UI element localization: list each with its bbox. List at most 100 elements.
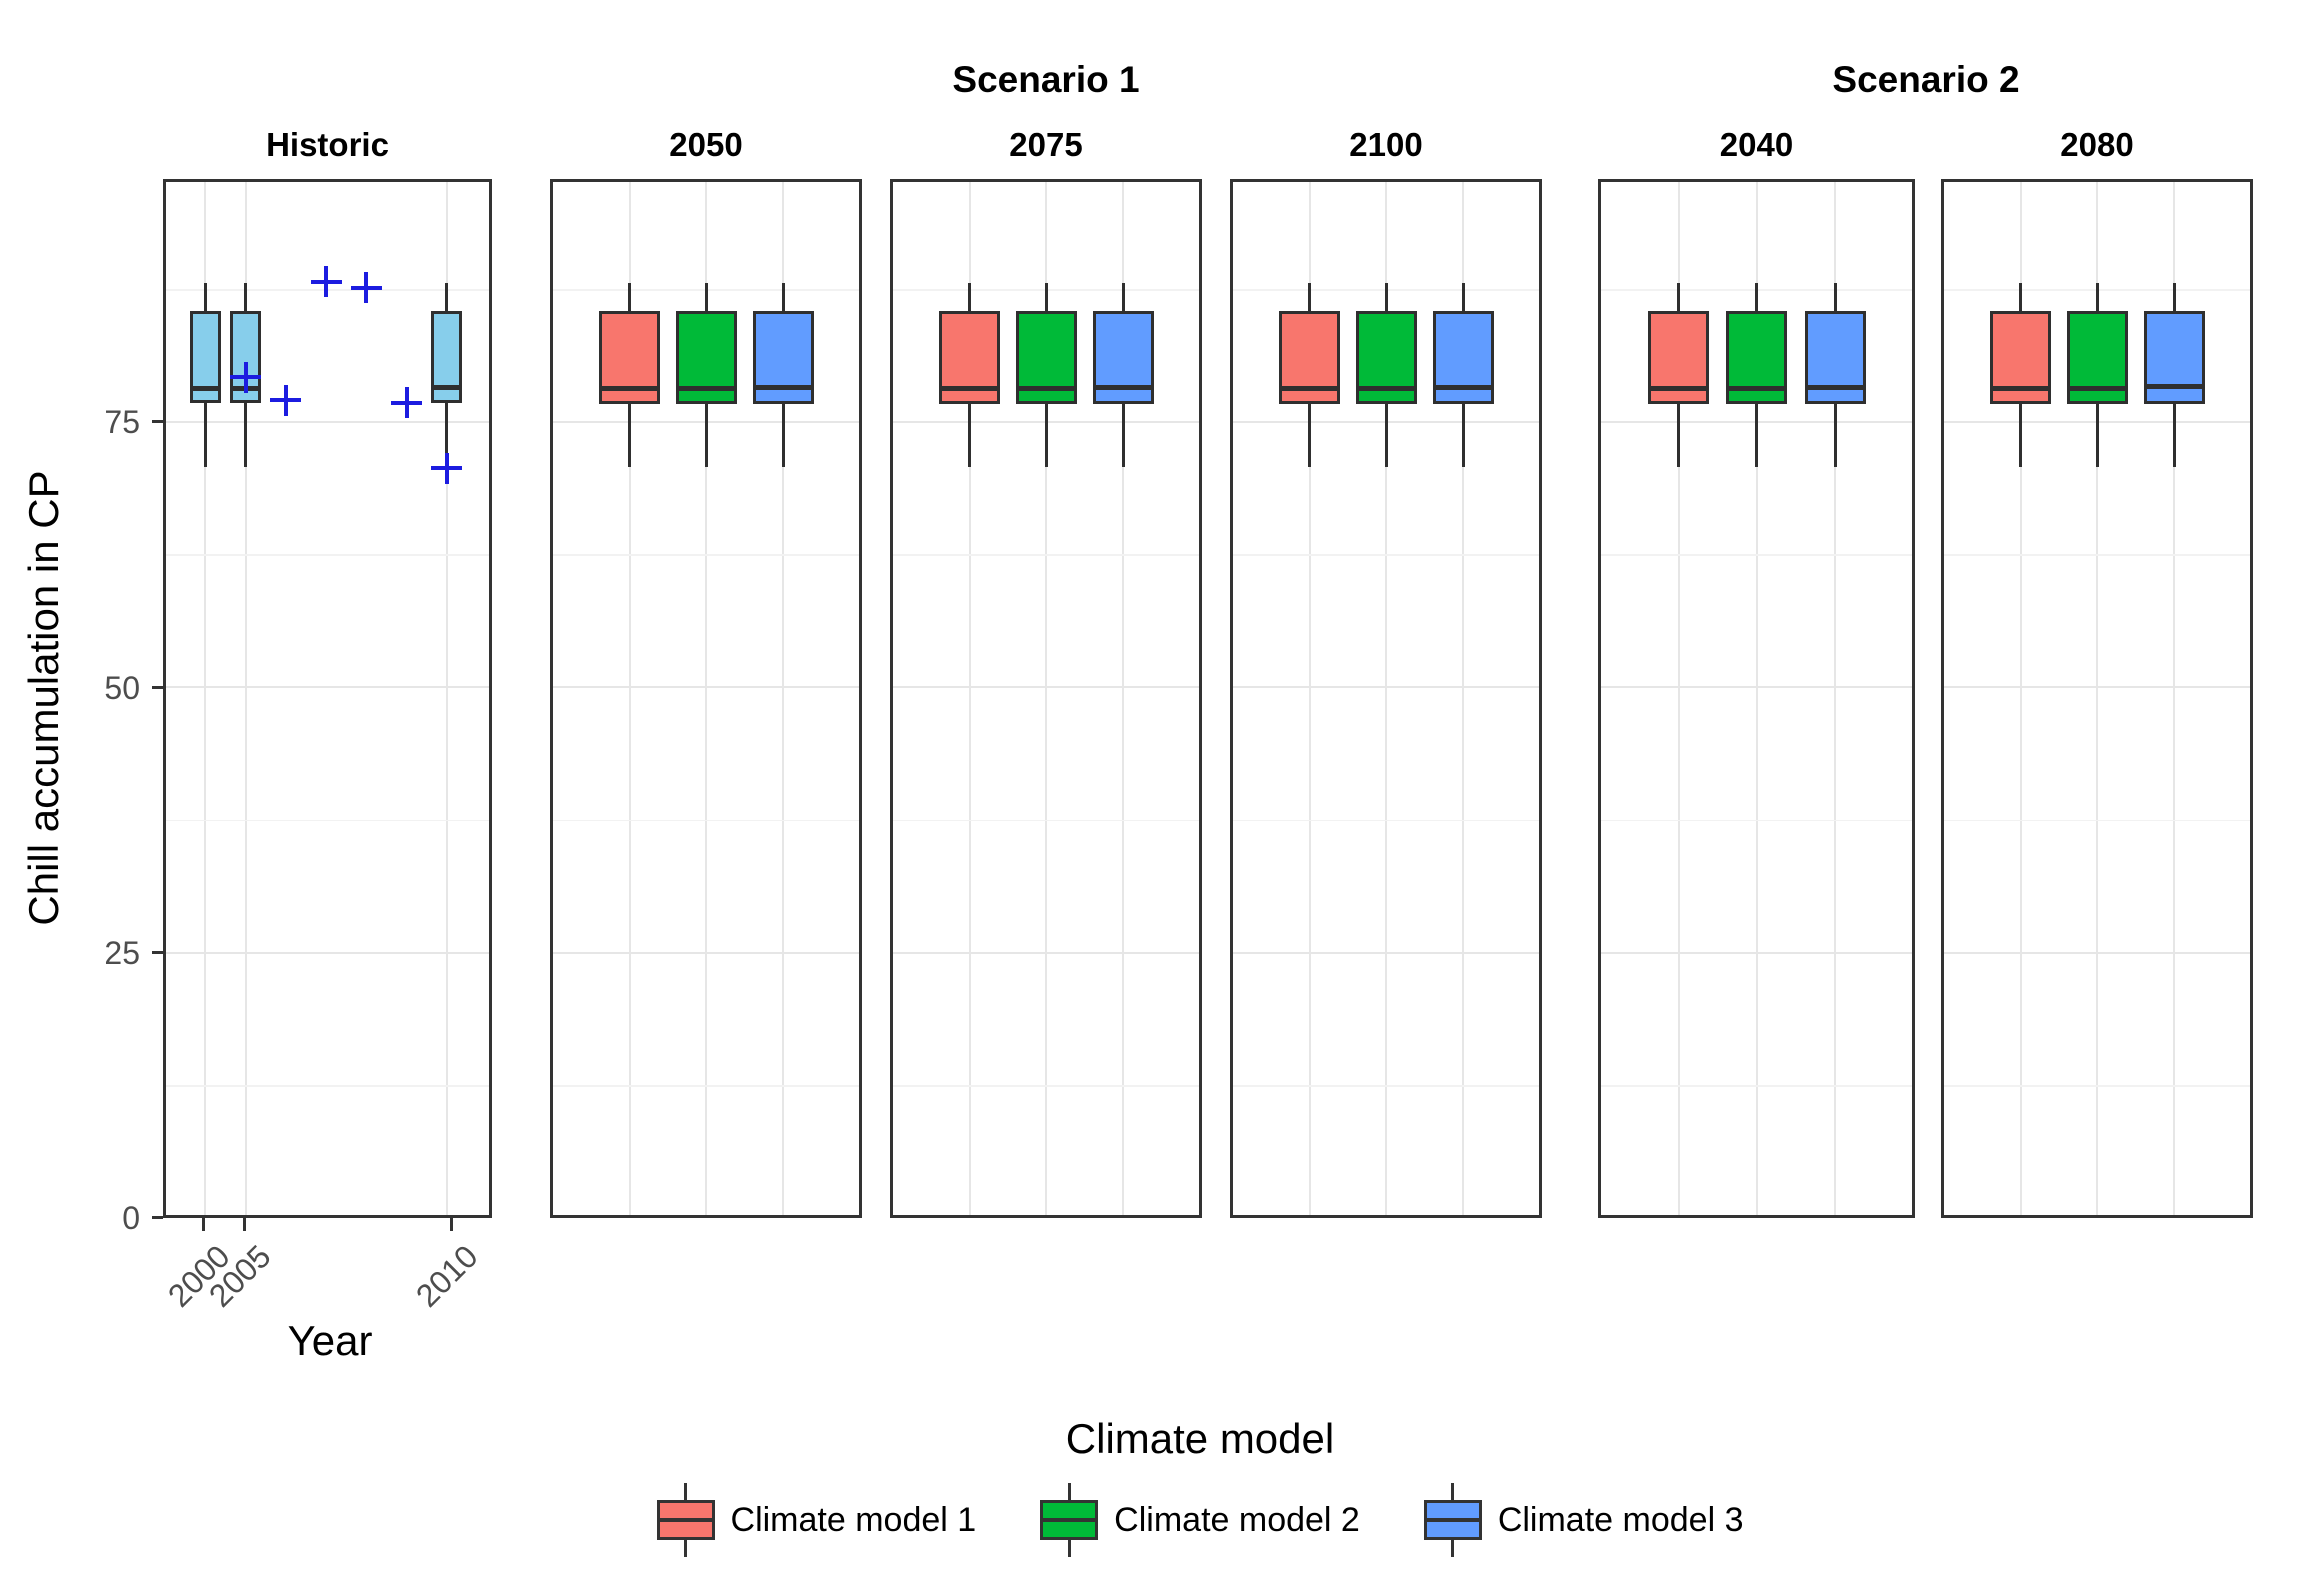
gridline xyxy=(553,1085,859,1087)
facet-panel-2040 xyxy=(1598,179,1915,1218)
gridline xyxy=(1944,951,2250,954)
gridline xyxy=(2096,182,2099,1215)
gridline xyxy=(1045,182,1048,1215)
gridline xyxy=(1944,554,2250,556)
gridline xyxy=(166,420,489,423)
median-line xyxy=(1990,386,2051,392)
gridline xyxy=(893,686,1199,689)
gridline xyxy=(1233,1085,1539,1087)
y-tick-mark xyxy=(152,686,163,689)
gridline xyxy=(893,951,1199,954)
gridline xyxy=(1233,686,1539,689)
median-line xyxy=(1726,386,1788,392)
gridline xyxy=(1233,951,1539,954)
legend-entry-model2: Climate model 2 xyxy=(1040,1483,1360,1557)
legend-label: Climate model 2 xyxy=(1114,1500,1360,1539)
gridline xyxy=(1122,182,1125,1215)
x-tick-mark xyxy=(450,1218,453,1231)
facet-panel-historic xyxy=(163,179,492,1218)
x-axis-title: Year xyxy=(287,1317,373,1364)
median-line xyxy=(189,386,221,392)
gridline xyxy=(166,819,489,822)
gridline xyxy=(553,951,859,954)
legend-label: Climate model 3 xyxy=(1497,1500,1744,1539)
gridline xyxy=(166,1085,489,1087)
boxplot-key-icon xyxy=(1423,1483,1482,1557)
median-line xyxy=(1648,386,1710,392)
x-tick-mark xyxy=(243,1218,246,1231)
median-line xyxy=(599,386,660,392)
facet-panel-2075 xyxy=(890,179,1202,1218)
gridline xyxy=(782,182,785,1215)
observed-point-2008 xyxy=(364,272,369,304)
gridline xyxy=(1944,819,2250,822)
facet-strip-label-2050: 2050 xyxy=(669,126,743,163)
gridline xyxy=(166,951,489,954)
facet-strip-label-historic: Historic xyxy=(266,126,389,163)
median-line xyxy=(1092,385,1154,391)
gridline xyxy=(1233,554,1539,556)
observed-point-2007 xyxy=(324,266,328,298)
facet-panel-2080 xyxy=(1941,179,2253,1218)
median-line xyxy=(1432,385,1494,391)
y-tick-mark xyxy=(152,1216,163,1219)
gridline xyxy=(1755,182,1758,1215)
observed-point-2005 xyxy=(243,361,248,393)
y-tick-mark xyxy=(152,420,163,423)
gridline xyxy=(1601,686,1912,689)
median-line xyxy=(1279,386,1340,392)
x-tick-label-2010: 2010 xyxy=(408,1238,485,1314)
gridline xyxy=(1677,182,1680,1215)
legend-row: Climate model 1 Climate model 2 Climate … xyxy=(97,1483,2303,1557)
median-line xyxy=(1804,385,1866,391)
median-line xyxy=(1355,386,1417,392)
gridline xyxy=(1601,819,1912,822)
legend-title: Climate model xyxy=(1065,1415,1335,1462)
gridline xyxy=(628,182,631,1215)
gridline xyxy=(553,686,859,689)
facet-strip-label-2040: 2040 xyxy=(1719,126,1794,163)
facet-strip-label-2080: 2080 xyxy=(2060,126,2134,163)
y-tick-mark xyxy=(152,951,163,954)
gridline xyxy=(1462,182,1465,1215)
gridline xyxy=(1601,1085,1912,1087)
facet-panel-2050 xyxy=(550,179,862,1218)
scenario-2-header: Scenario 2 xyxy=(1832,59,2020,100)
gridline xyxy=(1601,951,1912,954)
facet-strip-label-2100: 2100 xyxy=(1349,126,1423,163)
boxplot-2080-Climate model 3 xyxy=(2143,311,2205,404)
gridline xyxy=(2173,182,2176,1215)
median-line xyxy=(2143,384,2205,390)
observed-point-2010 xyxy=(444,452,449,484)
median-line xyxy=(939,386,1000,392)
gridline xyxy=(893,1085,1199,1087)
y-tick-label-50: 50 xyxy=(104,670,140,706)
gridline xyxy=(1834,182,1837,1215)
legend-entry-model1: Climate model 1 xyxy=(656,1483,976,1557)
gridline xyxy=(166,686,489,689)
gridline xyxy=(893,819,1199,822)
gridline xyxy=(705,182,708,1215)
gridline xyxy=(1601,554,1912,556)
gridline xyxy=(166,554,489,556)
gridline xyxy=(1944,1085,2250,1087)
median-line xyxy=(675,386,737,392)
y-tick-label-0: 0 xyxy=(122,1200,140,1236)
median-line xyxy=(431,385,463,391)
observed-point-2009 xyxy=(404,387,409,419)
gridline xyxy=(445,182,448,1215)
y-tick-label-75: 75 xyxy=(104,404,140,440)
gridline xyxy=(1233,819,1539,822)
x-tick-mark xyxy=(202,1218,205,1231)
median-line xyxy=(2066,386,2128,392)
gridline xyxy=(553,819,859,822)
gridline xyxy=(968,182,971,1215)
facet-panel-2100 xyxy=(1230,179,1542,1218)
gridline xyxy=(204,182,207,1215)
legend: Climate model Climate model 1 Climate mo… xyxy=(97,1415,2303,1557)
boxplot-key-icon xyxy=(1040,1483,1099,1557)
gridline xyxy=(2019,182,2022,1215)
scenario-1-header: Scenario 1 xyxy=(952,59,1140,100)
facet-strip-label-2075: 2075 xyxy=(1009,126,1083,163)
